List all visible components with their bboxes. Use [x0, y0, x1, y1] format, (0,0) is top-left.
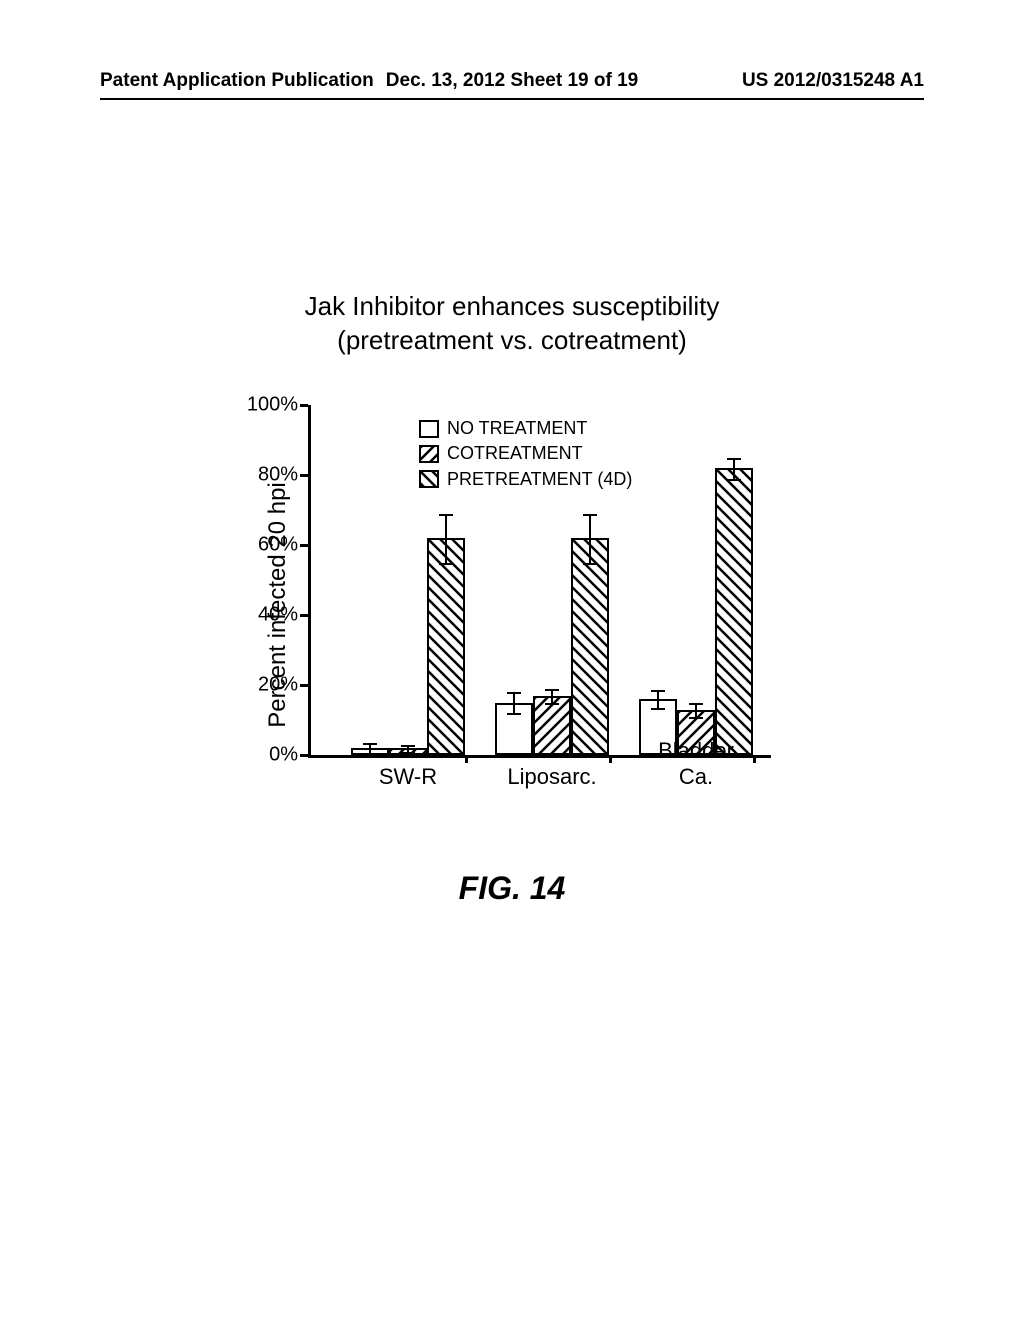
error-cap — [689, 717, 703, 719]
chart-title-line2: (pretreatment vs. cotreatment) — [337, 325, 687, 355]
x-category-label: SW-R — [379, 764, 437, 790]
chart-title: Jak Inhibitor enhances susceptibility (p… — [0, 290, 1024, 358]
bar — [571, 538, 609, 755]
header-left: Patent Application Publication — [100, 70, 374, 92]
legend-swatch-diagonal-br — [419, 470, 439, 488]
error-cap — [651, 690, 665, 692]
header-center: Dec. 13, 2012 Sheet 19 of 19 — [386, 70, 638, 92]
legend-swatch-diagonal-bl — [419, 445, 439, 463]
legend-item-no-treatment: NO TREATMENT — [419, 417, 632, 440]
error-bar — [695, 703, 697, 717]
chart-container: Percent infected 20 hpi 0%20%40%60%80%10… — [230, 395, 790, 815]
legend-label: NO TREATMENT — [447, 417, 587, 440]
plot-area: NO TREATMENT COTREATMENT PRETREATMENT (4… — [308, 405, 771, 758]
error-cap — [401, 752, 415, 754]
error-cap — [689, 703, 703, 705]
legend-item-pretreatment: PRETREATMENT (4D) — [419, 468, 632, 491]
legend-label: COTREATMENT — [447, 442, 583, 465]
x-category-label: Bladder Ca. — [658, 738, 734, 790]
error-cap — [651, 708, 665, 710]
header-divider — [100, 98, 924, 100]
error-cap — [727, 479, 741, 481]
error-cap — [439, 514, 453, 516]
error-cap — [583, 514, 597, 516]
error-cap — [727, 458, 741, 460]
error-cap — [545, 689, 559, 691]
y-tick-mark — [300, 544, 308, 547]
error-cap — [363, 753, 377, 755]
y-tick-label: 20% — [230, 674, 298, 697]
x-tick-mark — [465, 755, 468, 763]
y-tick-mark — [300, 474, 308, 477]
y-tick-mark — [300, 754, 308, 757]
y-tick-label: 80% — [230, 464, 298, 487]
y-tick-mark — [300, 404, 308, 407]
error-bar — [589, 514, 591, 563]
y-tick-label: 100% — [230, 394, 298, 417]
error-cap — [401, 745, 415, 747]
legend-label: PRETREATMENT (4D) — [447, 468, 632, 491]
error-cap — [507, 713, 521, 715]
y-tick-label: 60% — [230, 534, 298, 557]
bar — [715, 468, 753, 755]
legend-item-cotreatment: COTREATMENT — [419, 442, 632, 465]
bar — [427, 538, 465, 755]
error-bar — [657, 690, 659, 708]
chart-title-line1: Jak Inhibitor enhances susceptibility — [305, 291, 720, 321]
legend-swatch-empty — [419, 420, 439, 438]
figure-caption: FIG. 14 — [0, 870, 1024, 907]
y-tick-mark — [300, 684, 308, 687]
chart-legend: NO TREATMENT COTREATMENT PRETREATMENT (4… — [419, 417, 632, 493]
error-bar — [513, 692, 515, 713]
y-tick-label: 0% — [230, 744, 298, 767]
page-header: Patent Application Publication Dec. 13, … — [0, 70, 1024, 92]
y-tick-mark — [300, 614, 308, 617]
error-cap — [439, 563, 453, 565]
error-bar — [445, 514, 447, 563]
y-tick-label: 40% — [230, 604, 298, 627]
x-tick-mark — [753, 755, 756, 763]
error-cap — [363, 743, 377, 745]
x-category-label: Liposarc. — [507, 764, 596, 790]
error-bar — [733, 458, 735, 479]
error-cap — [583, 563, 597, 565]
error-bar — [551, 689, 553, 703]
error-cap — [507, 692, 521, 694]
error-cap — [545, 703, 559, 705]
x-tick-mark — [609, 755, 612, 763]
header-right: US 2012/0315248 A1 — [742, 70, 924, 92]
